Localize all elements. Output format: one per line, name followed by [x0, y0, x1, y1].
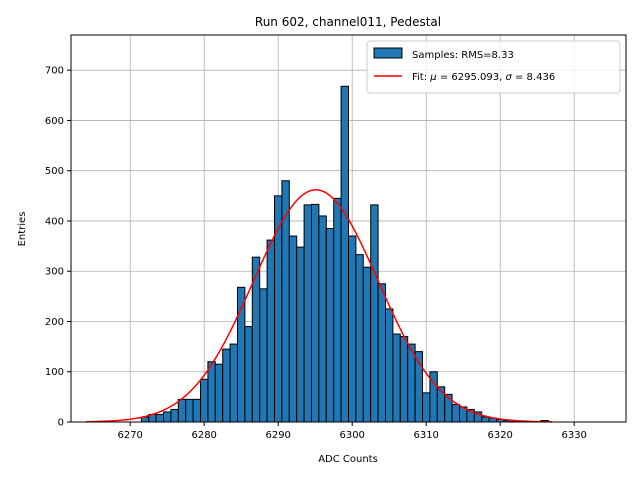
- histogram-bar: [340, 85, 350, 423]
- x-tick-label: 6320: [487, 430, 512, 441]
- y-tick-label: 200: [45, 317, 64, 328]
- x-tick-label: 6330: [561, 430, 586, 441]
- histogram-bar: [451, 403, 461, 423]
- histogram-bar: [185, 398, 194, 423]
- legend-samples-swatch: [373, 47, 403, 59]
- histogram-bar: [207, 361, 216, 423]
- histogram-bar: [303, 204, 313, 423]
- x-tick-label: 6290: [265, 430, 290, 441]
- histogram-bar: [311, 203, 320, 423]
- histogram-bar: [155, 413, 165, 423]
- y-tick-label: 0: [58, 418, 64, 429]
- x-tick-label: 6310: [413, 430, 438, 441]
- histogram-bar: [348, 235, 357, 423]
- histogram-bar: [325, 228, 335, 423]
- y-tick-label: 300: [45, 267, 64, 278]
- legend-samples-label: Samples: RMS=8.33: [412, 50, 514, 61]
- histogram-bar: [333, 197, 342, 423]
- histogram-bar: [222, 348, 231, 423]
- histogram-bar: [370, 204, 379, 423]
- x-tick-label: 6270: [117, 430, 142, 441]
- x-axis-label: ADC Counts: [318, 454, 378, 465]
- histogram-bar: [192, 398, 202, 423]
- histogram-bar: [481, 416, 490, 423]
- histogram-bar: [229, 343, 239, 423]
- chart-title: Run 602, channel011, Pedestal: [255, 15, 441, 29]
- histogram-bar: [296, 246, 305, 423]
- y-axis-label: Entries: [17, 212, 28, 247]
- histogram-bar: [362, 266, 372, 423]
- gaussian-fit-curve: [85, 189, 553, 423]
- x-tick-label: 6300: [339, 430, 364, 441]
- x-axis-ticks: 6270 6280 6290 6300 6310 6320 6330: [117, 422, 587, 441]
- histogram-bar: [422, 392, 431, 423]
- x-tick-label: 6280: [191, 430, 216, 441]
- histogram-bar: [355, 254, 364, 423]
- y-tick-label: 700: [45, 66, 64, 77]
- histogram-bar: [200, 378, 209, 423]
- y-tick-label: 100: [45, 367, 64, 378]
- histogram-bar: [377, 283, 387, 423]
- histogram-bar: [214, 363, 224, 423]
- histogram-bar: [266, 239, 276, 423]
- histogram-bar: [244, 326, 253, 423]
- histogram-bar: [399, 336, 409, 423]
- y-tick-label: 500: [45, 166, 64, 177]
- histogram-bar: [385, 308, 394, 423]
- histogram-bar: [177, 398, 187, 423]
- histogram-bar: [170, 408, 179, 423]
- histogram-bar: [259, 288, 268, 423]
- histogram-bar: [436, 386, 446, 423]
- y-tick-label: 400: [45, 216, 64, 227]
- legend-fit-label: Fit: μ = 6295.093, σ = 8.436: [412, 72, 555, 83]
- y-axis-ticks: 0 100 200 300 400 500 600 700: [45, 66, 71, 429]
- histogram-bar: [163, 411, 172, 423]
- y-tick-label: 600: [45, 116, 64, 127]
- histogram-bar: [392, 333, 401, 423]
- histogram-bar: [288, 235, 298, 423]
- legend-box: [366, 40, 621, 94]
- legend: Samples: RMS=8.33 Fit: μ = 6295.093, σ =…: [366, 40, 621, 94]
- histogram-bar: [318, 215, 327, 423]
- plot-area-frame: [70, 34, 627, 423]
